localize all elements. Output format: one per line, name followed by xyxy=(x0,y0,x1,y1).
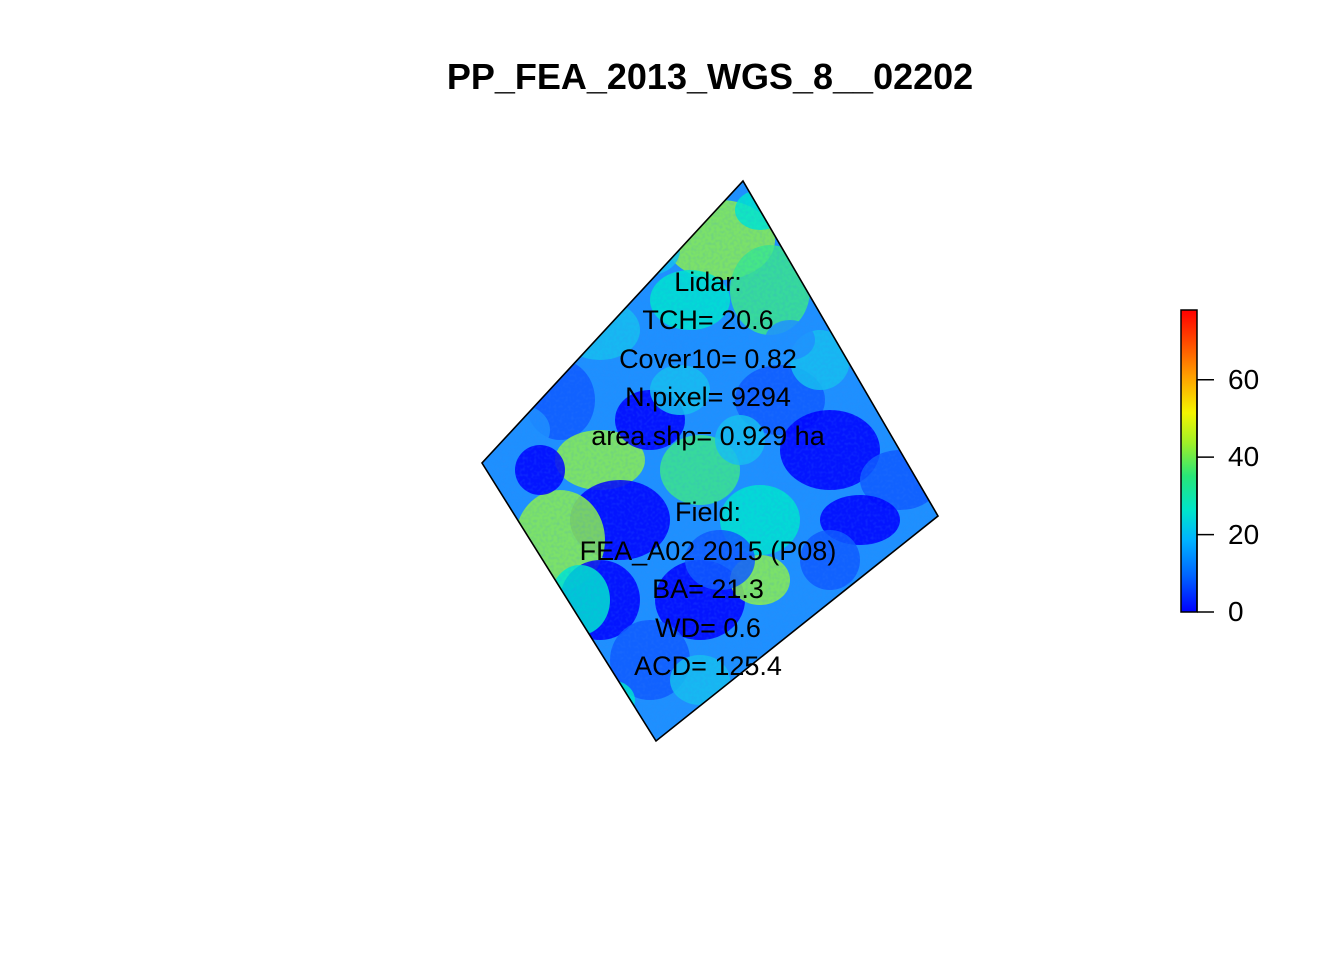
legend-tick-label: 20 xyxy=(1228,518,1260,550)
annotation-lidar-line: TCH= 20.6 xyxy=(642,305,774,336)
legend-colorbar xyxy=(1180,309,1198,613)
annotation-lidar-line: N.pixel= 9294 xyxy=(625,382,791,413)
legend-tick-label: 40 xyxy=(1228,441,1260,473)
annotation-lidar-line: Cover10= 0.82 xyxy=(619,343,797,374)
plot-boundary xyxy=(480,179,940,743)
annotation-field-line: WD= 0.6 xyxy=(655,612,761,643)
annotation-field-line: Field: xyxy=(674,497,742,528)
annotation-field-line: BA= 21.3 xyxy=(652,574,764,605)
annotation-lidar-line: Lidar: xyxy=(674,267,742,297)
annotation-lidar-line: area.shp= 0.929 ha xyxy=(591,420,825,451)
annotation-field-line: ACD= 125.4 xyxy=(634,651,782,681)
plot-title: PP_FEA_2013_WGS_8__02202 xyxy=(446,56,974,97)
legend-tick-label: 0 xyxy=(1228,596,1244,627)
legend-tick-label: 60 xyxy=(1228,363,1260,395)
legend-axis xyxy=(1196,378,1214,613)
annotation-field-line: FEA_A02 2015 (P08) xyxy=(579,535,837,566)
